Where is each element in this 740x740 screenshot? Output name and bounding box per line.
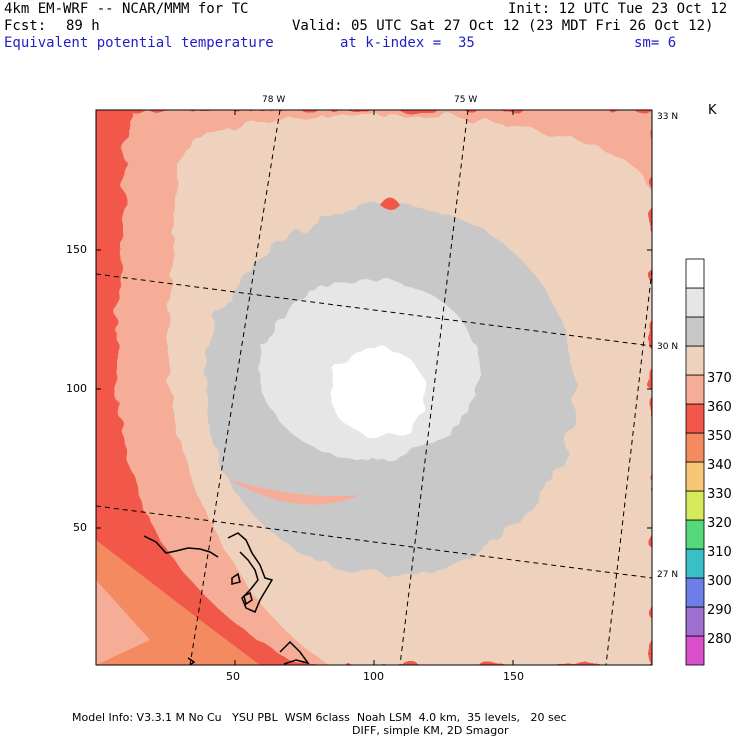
colorbar-label-340: 340 (707, 458, 732, 473)
colorbar-box-305 (685, 548, 705, 579)
colorbar-box-345 (685, 432, 705, 463)
colorbar-label-350: 350 (707, 429, 732, 444)
axis-ticks (96, 110, 652, 665)
eleuthera-coast (279, 640, 310, 665)
field-name: Equivalent potential temperature (4, 35, 274, 51)
band-370-plus (330, 348, 426, 436)
meridian-78w (189, 109, 281, 666)
valid-time: Valid: 05 UTC Sat 27 Oct 12 (23 MDT Fri … (292, 18, 714, 34)
parallel-27n (95, 505, 653, 579)
lat-label-33n: 33 N (657, 112, 679, 122)
colorbar-label-280: 280 (707, 632, 732, 647)
init-time: Init: 12 UTC Tue 23 Oct 12 (508, 1, 728, 17)
colorbar-box-325 (685, 490, 705, 521)
y-tick-100: 100 (66, 382, 87, 395)
colorbar-label-290: 290 (707, 603, 732, 618)
colorbar-box-275 (685, 635, 705, 666)
grand-bahama-coast (143, 535, 219, 558)
x-tick-50: 50 (226, 670, 240, 683)
colorbar-unit: K (708, 103, 717, 118)
lat-label-30n: 30 N (657, 342, 679, 352)
colorbar-box-375 (685, 345, 705, 376)
colorbar-box-365 (685, 374, 705, 405)
colorbar (685, 258, 705, 666)
colorbar-label-300: 300 (707, 574, 732, 589)
model-info-line2: DIFF, simple KM, 2D Smagor (352, 724, 509, 737)
abaco-coast (227, 532, 274, 613)
meridian-72w (605, 269, 653, 666)
outer-pale-band (96, 580, 150, 665)
colorbar-box-355 (685, 403, 705, 434)
parallel-30n (95, 273, 653, 347)
x-tick-100: 100 (363, 670, 384, 683)
forecast-label: Fcst: (4, 18, 47, 34)
bahamas-coastline (143, 532, 310, 666)
colorbar-box-315 (685, 519, 705, 550)
x-tick-150: 150 (503, 670, 524, 683)
colorbar-label-370: 370 (707, 371, 732, 386)
y-tick-50: 50 (73, 521, 87, 534)
islet-coast-1 (231, 572, 241, 585)
colorbar-label-320: 320 (707, 516, 732, 531)
model-info: Model Info: V3.3.1 M No Cu YSU PBL WSM 6… (72, 711, 567, 724)
colorbar-box-395 (685, 287, 705, 318)
colorbar-box-385 (685, 316, 705, 347)
lon-label-75w: 75 W (454, 95, 478, 105)
model-title: 4km EM-WRF -- NCAR/MMM for TC (4, 1, 249, 17)
meridian-75w (399, 109, 469, 666)
small-warm-cell (380, 197, 400, 210)
theta-e-field (96, 110, 652, 665)
colorbar-label-360: 360 (707, 400, 732, 415)
andros-coast (187, 657, 196, 666)
lon-label-78w: 78 W (262, 95, 286, 105)
colorbar-label-310: 310 (707, 545, 732, 560)
forecast-hour: 89 h (66, 18, 100, 34)
colorbar-box-295 (685, 577, 705, 608)
lat-lon-grid (95, 109, 653, 666)
colorbar-box-405 (685, 258, 705, 289)
smoothing-info: sm= 6 (634, 35, 677, 51)
lat-label-27n: 27 N (657, 570, 679, 580)
islet-coast-2 (243, 591, 253, 606)
colorbar-label-330: 330 (707, 487, 732, 502)
colorbar-box-285 (685, 606, 705, 637)
level-info: at k-index = 35 (340, 35, 475, 51)
y-tick-150: 150 (66, 243, 87, 256)
inner-warm-streak (230, 480, 360, 505)
colorbar-box-335 (685, 461, 705, 492)
